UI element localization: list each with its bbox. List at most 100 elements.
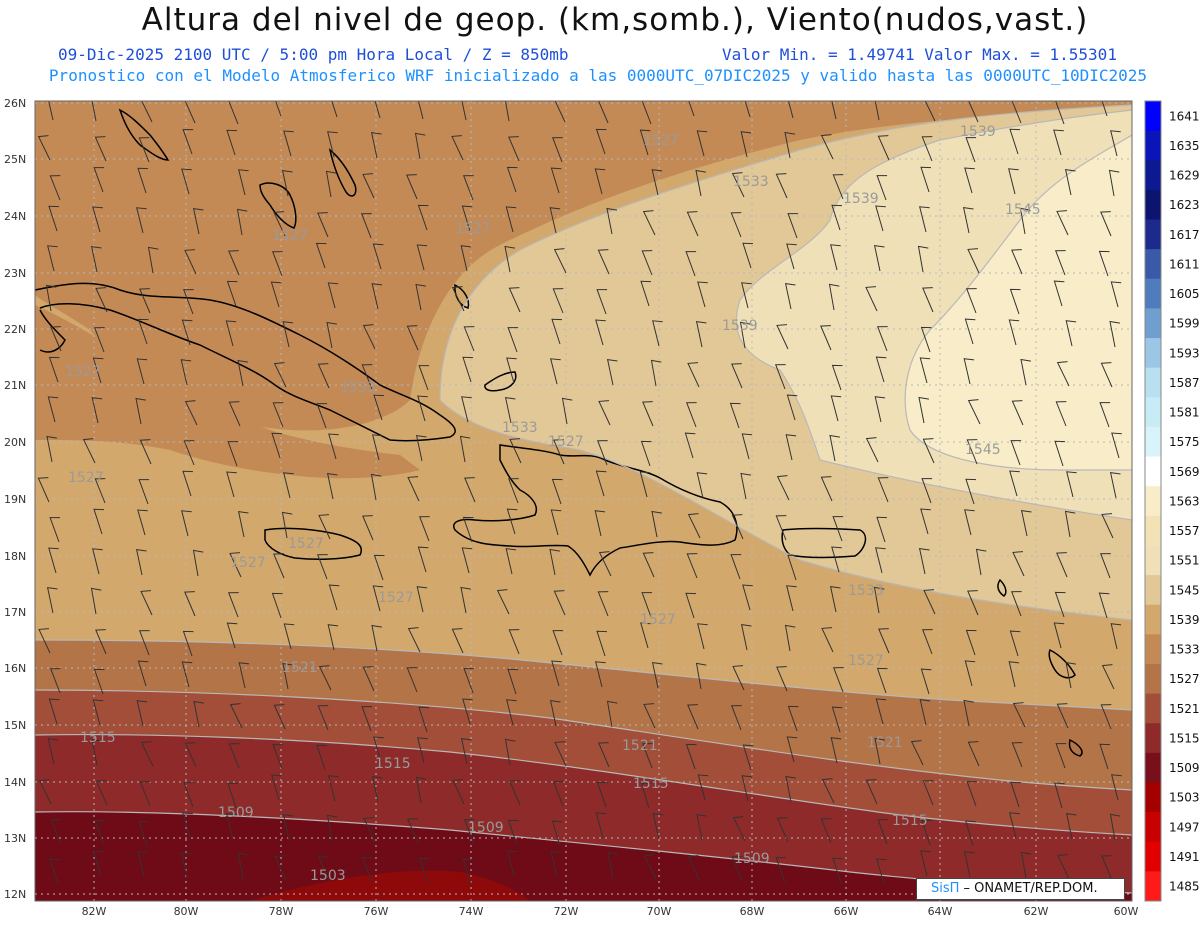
wind-barb	[606, 207, 617, 235]
wind-barb	[237, 852, 249, 880]
wind-barb	[461, 205, 473, 232]
wind-barb	[48, 205, 60, 232]
wind-barb	[643, 703, 656, 729]
wind-barb	[919, 699, 931, 726]
wind-barb	[91, 738, 102, 766]
wind-barb	[962, 207, 974, 234]
wind-barb	[360, 213, 372, 239]
contour-label: 1533	[733, 174, 769, 190]
wind-barb	[328, 433, 339, 460]
wind-barb	[140, 590, 153, 616]
wind-barb	[786, 736, 798, 763]
wind-barb	[227, 441, 239, 467]
wind-barb	[874, 396, 886, 423]
wind-barb	[459, 435, 471, 463]
wind-barb	[776, 475, 790, 501]
wind-barb	[1111, 774, 1122, 801]
wind-barb	[1100, 362, 1113, 388]
wind-barb	[1101, 513, 1114, 539]
wind-barb	[328, 775, 339, 802]
wind-barb	[1110, 130, 1121, 157]
wind-barb	[91, 101, 97, 122]
colorbar-label: 1641	[1169, 109, 1200, 123]
wind-barb	[463, 819, 475, 845]
contour-label: 1527	[378, 590, 414, 606]
wind-barb	[506, 850, 518, 877]
wind-barb	[741, 433, 753, 460]
wind-barb	[506, 166, 518, 193]
wind-barb	[687, 513, 701, 539]
wind-barb	[1100, 211, 1112, 237]
wind-barb	[506, 699, 517, 726]
wind-barb	[462, 516, 474, 543]
wind-barb	[596, 440, 608, 466]
wind-barb	[273, 704, 286, 730]
sispi-logo: SisΠ	[931, 881, 960, 896]
wind-barb	[920, 508, 931, 535]
wind-barb	[228, 743, 240, 769]
colorbar-swatch	[1145, 634, 1161, 665]
wind-barb	[1099, 553, 1111, 579]
colorbar-label: 1593	[1169, 346, 1200, 360]
wind-barb	[139, 439, 152, 465]
wind-barb	[820, 476, 833, 502]
wind-barb	[326, 814, 338, 842]
wind-barb	[598, 400, 611, 426]
wind-barb	[226, 622, 238, 649]
wind-barb	[371, 776, 383, 803]
wind-barb	[326, 473, 338, 500]
wind-barb	[597, 249, 610, 275]
wind-barb	[283, 623, 295, 650]
wind-barb	[685, 592, 697, 619]
colorbar-swatch	[1145, 308, 1161, 339]
wind-barb	[135, 549, 147, 576]
wind-barb	[282, 814, 294, 841]
wind-barb	[595, 812, 607, 839]
lat-tick-label: 23N	[4, 267, 26, 280]
wind-barb	[742, 744, 754, 771]
wind-barb	[550, 509, 562, 536]
wind-barb	[417, 395, 428, 422]
colorbar-swatch	[1145, 545, 1161, 576]
wind-barb	[461, 396, 472, 423]
wind-barb	[776, 666, 788, 692]
wind-barb	[784, 624, 796, 652]
wind-barb	[921, 478, 933, 504]
colorbar-label: 1581	[1169, 406, 1200, 420]
wind-barb	[775, 515, 787, 541]
wind-barb	[505, 548, 517, 575]
wind-barb	[226, 813, 237, 840]
wind-barb	[876, 326, 888, 352]
wind-barb	[228, 401, 241, 427]
lon-tick-label: 76W	[364, 905, 389, 918]
wind-barb	[418, 857, 430, 884]
wind-barb	[1066, 471, 1077, 498]
wind-barb	[697, 623, 708, 650]
wind-barb	[975, 548, 987, 576]
wind-barb	[551, 318, 563, 345]
lat-tick-label: 12N	[4, 888, 26, 901]
band-1545	[905, 135, 1132, 470]
wind-barb	[829, 586, 841, 613]
wind-barb	[1057, 854, 1070, 880]
colorbar-swatch	[1145, 456, 1161, 487]
wind-barb	[1054, 782, 1065, 809]
wind-barb	[1108, 169, 1120, 197]
wind-barb	[828, 283, 840, 311]
wind-barb	[92, 699, 104, 726]
wind-barb	[775, 857, 787, 883]
contour-label: 1527	[272, 228, 308, 244]
wind-barb	[93, 850, 104, 877]
colorbar-label: 1629	[1169, 169, 1200, 183]
colorbar-swatch	[1145, 782, 1161, 813]
wind-barb	[1020, 358, 1031, 386]
wind-barb	[282, 662, 293, 690]
wind-barb	[687, 362, 700, 388]
wind-barb	[1011, 101, 1022, 124]
wind-barb	[1009, 288, 1021, 315]
contour-label: 1533	[848, 583, 884, 599]
wind-barb	[316, 744, 328, 771]
band-1497	[250, 870, 530, 901]
wind-barb	[741, 282, 752, 309]
wind-barb	[1065, 320, 1077, 347]
